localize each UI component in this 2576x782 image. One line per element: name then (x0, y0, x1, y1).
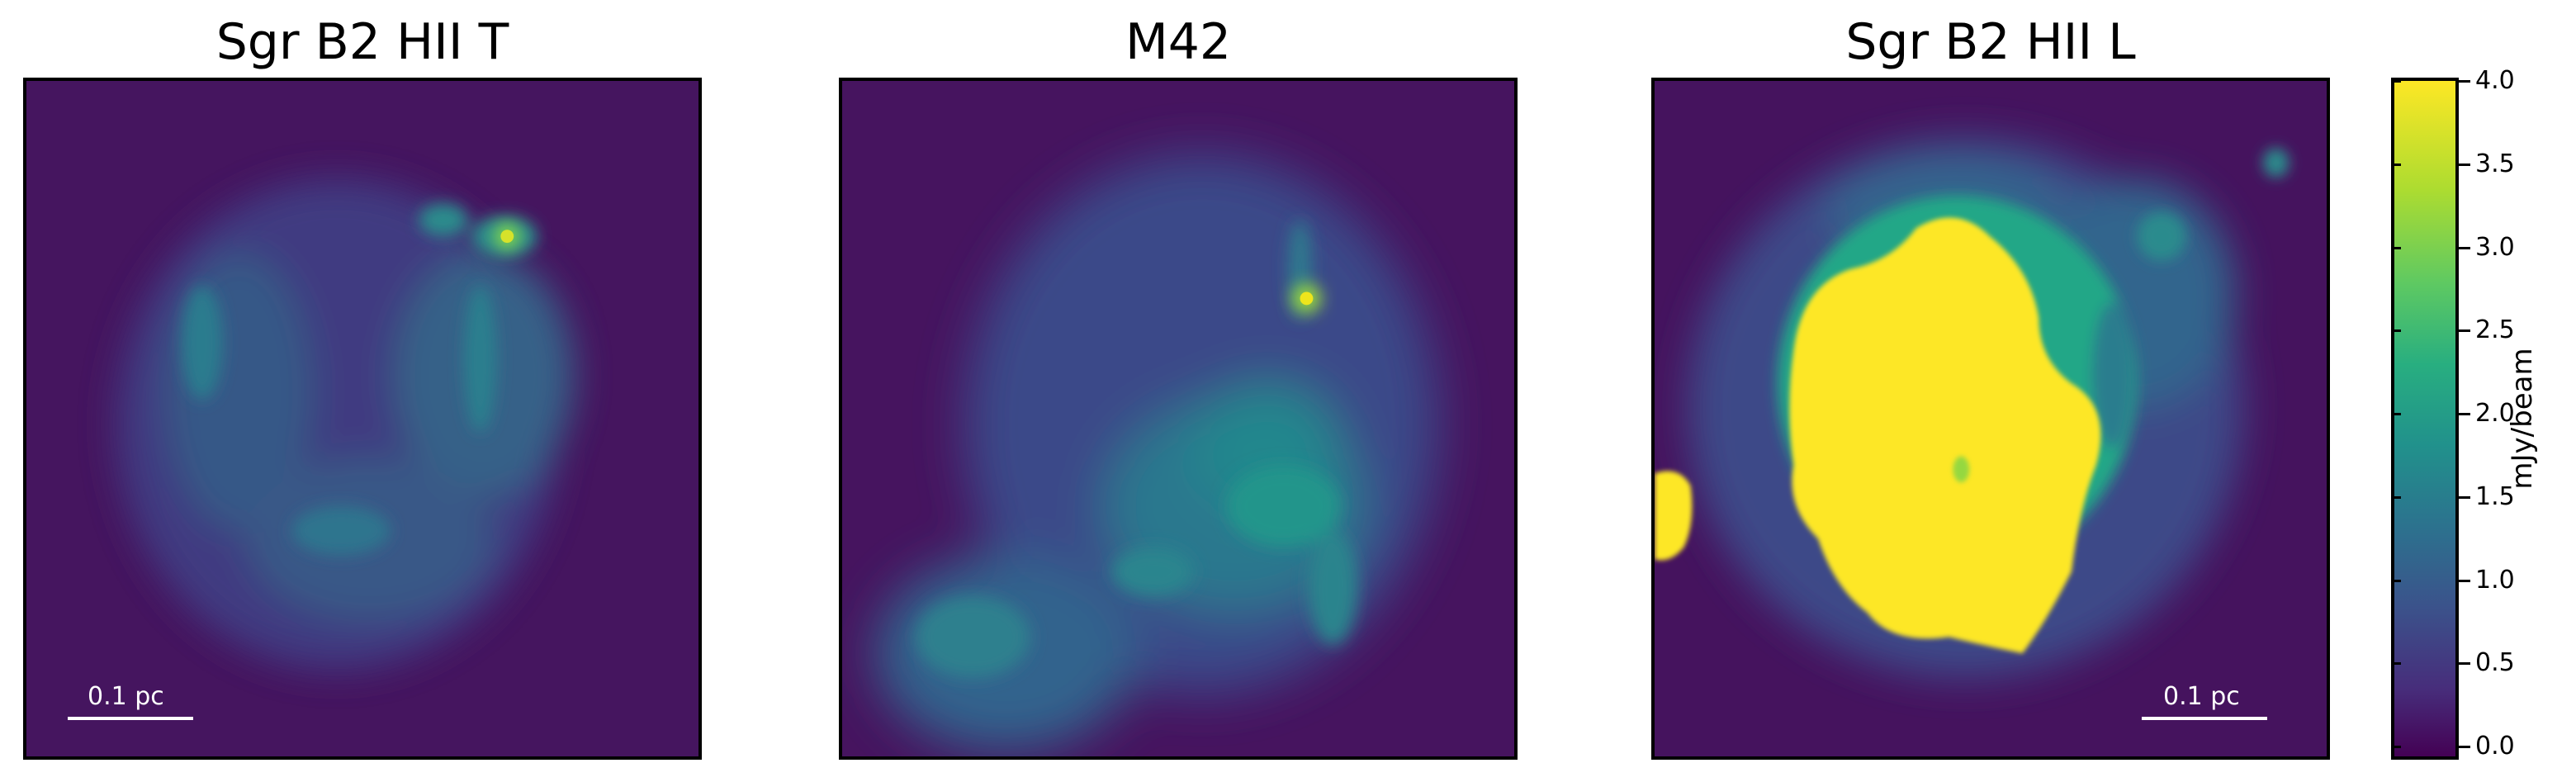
panel-title-sgrb2-t: Sgr B2 HII T (215, 13, 509, 71)
image-panel-m42 (839, 78, 1518, 760)
colorbar-tick-label: 0.0 (2475, 732, 2515, 761)
colorbar-tick-label: 2.5 (2475, 315, 2515, 345)
scalebar-line-sgrb2-l (2142, 717, 2267, 720)
sgrb2-t-emission-map (26, 81, 698, 756)
colorbar-tick (2459, 746, 2470, 748)
colorbar-tick-inner (2391, 329, 2401, 333)
colorbar-tick (2459, 413, 2470, 415)
colorbar-tick-label: 1.0 (2475, 565, 2515, 595)
colorbar-tick (2459, 329, 2470, 333)
colorbar-tick-inner (2391, 662, 2401, 666)
image-panel-sgrb2-l (1651, 78, 2330, 760)
colorbar-tick (2459, 495, 2470, 499)
colorbar-tick-inner (2391, 746, 2401, 748)
colorbar-tick (2459, 80, 2470, 83)
colorbar-tick-label: 4.0 (2475, 66, 2515, 95)
image-panel-sgrb2-t (23, 78, 702, 760)
colorbar-tick-label: 0.5 (2475, 648, 2515, 678)
panel-title-sgrb2-l: Sgr B2 HII L (1845, 13, 2136, 71)
scalebar-label-sgrb2-t: 0.1 pc (88, 682, 164, 711)
colorbar-tick (2459, 579, 2470, 582)
m42-emission-map (842, 81, 1514, 756)
colorbar-label: mJy/beam (2506, 348, 2539, 490)
colorbar-tick-label: 3.0 (2475, 232, 2515, 262)
colorbar-tick-inner (2391, 495, 2401, 499)
colorbar-tick-inner (2391, 246, 2401, 249)
sgrb2-l-emission-map (1655, 81, 2327, 756)
colorbar-tick-inner (2391, 579, 2401, 582)
colorbar-tick (2459, 246, 2470, 249)
colorbar-tick-label: 3.5 (2475, 149, 2515, 178)
colorbar-tick (2459, 163, 2470, 166)
colorbar-tick-label: 2.0 (2475, 399, 2515, 428)
colorbar (2391, 78, 2459, 760)
colorbar-tick-inner (2391, 163, 2401, 166)
scalebar-line-sgrb2-t (68, 717, 193, 720)
colorbar-tick-inner (2391, 413, 2401, 415)
colorbar-tick (2459, 662, 2470, 666)
scalebar-label-sgrb2-l: 0.1 pc (2163, 682, 2240, 711)
colorbar-tick-label: 1.5 (2475, 481, 2515, 511)
colorbar-tick-inner (2391, 80, 2401, 83)
panel-title-m42: M42 (1125, 13, 1232, 71)
